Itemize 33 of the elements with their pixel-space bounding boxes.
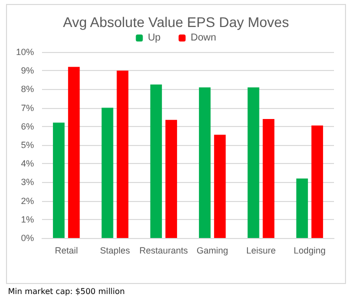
y-tick-label: 9%: [20, 66, 34, 76]
y-tick-label: 2%: [20, 196, 34, 206]
y-tick-label: 0%: [20, 233, 34, 243]
x-tick-label: Restaurants: [139, 246, 188, 256]
bar: [214, 134, 226, 238]
x-tick-label: Gaming: [196, 246, 228, 256]
bar: [68, 66, 80, 238]
y-tick-label: 7%: [20, 102, 34, 113]
bar: [150, 84, 162, 238]
bar: [296, 178, 308, 238]
y-tick-label: 3%: [20, 177, 34, 188]
bar: [311, 125, 324, 238]
x-tick-label: Lodging: [294, 246, 326, 256]
y-tick-label: 5%: [20, 140, 34, 150]
bar: [52, 122, 65, 238]
bar: [198, 87, 211, 238]
y-tick-label: 4%: [20, 158, 34, 169]
bar: [116, 70, 128, 238]
y-tick-label: 8%: [20, 84, 34, 94]
bar: [262, 118, 274, 238]
bar: [102, 108, 114, 238]
chart-title: Avg Absolute Value EPS Day Moves: [63, 14, 289, 30]
bar: [165, 120, 178, 238]
x-tick-label: Leisure: [246, 246, 276, 256]
x-tick-label: Retail: [54, 246, 78, 256]
text: Min market cap: $500 million: [8, 287, 125, 296]
y-tick-label: 10%: [16, 47, 34, 57]
y-tick-label: 1%: [20, 214, 34, 224]
legend-label: Down: [190, 32, 216, 44]
legend-label: Up: [148, 32, 162, 44]
y-tick-label: 6%: [20, 121, 34, 132]
x-tick-label: Staples: [100, 246, 131, 256]
bar: [248, 87, 260, 238]
